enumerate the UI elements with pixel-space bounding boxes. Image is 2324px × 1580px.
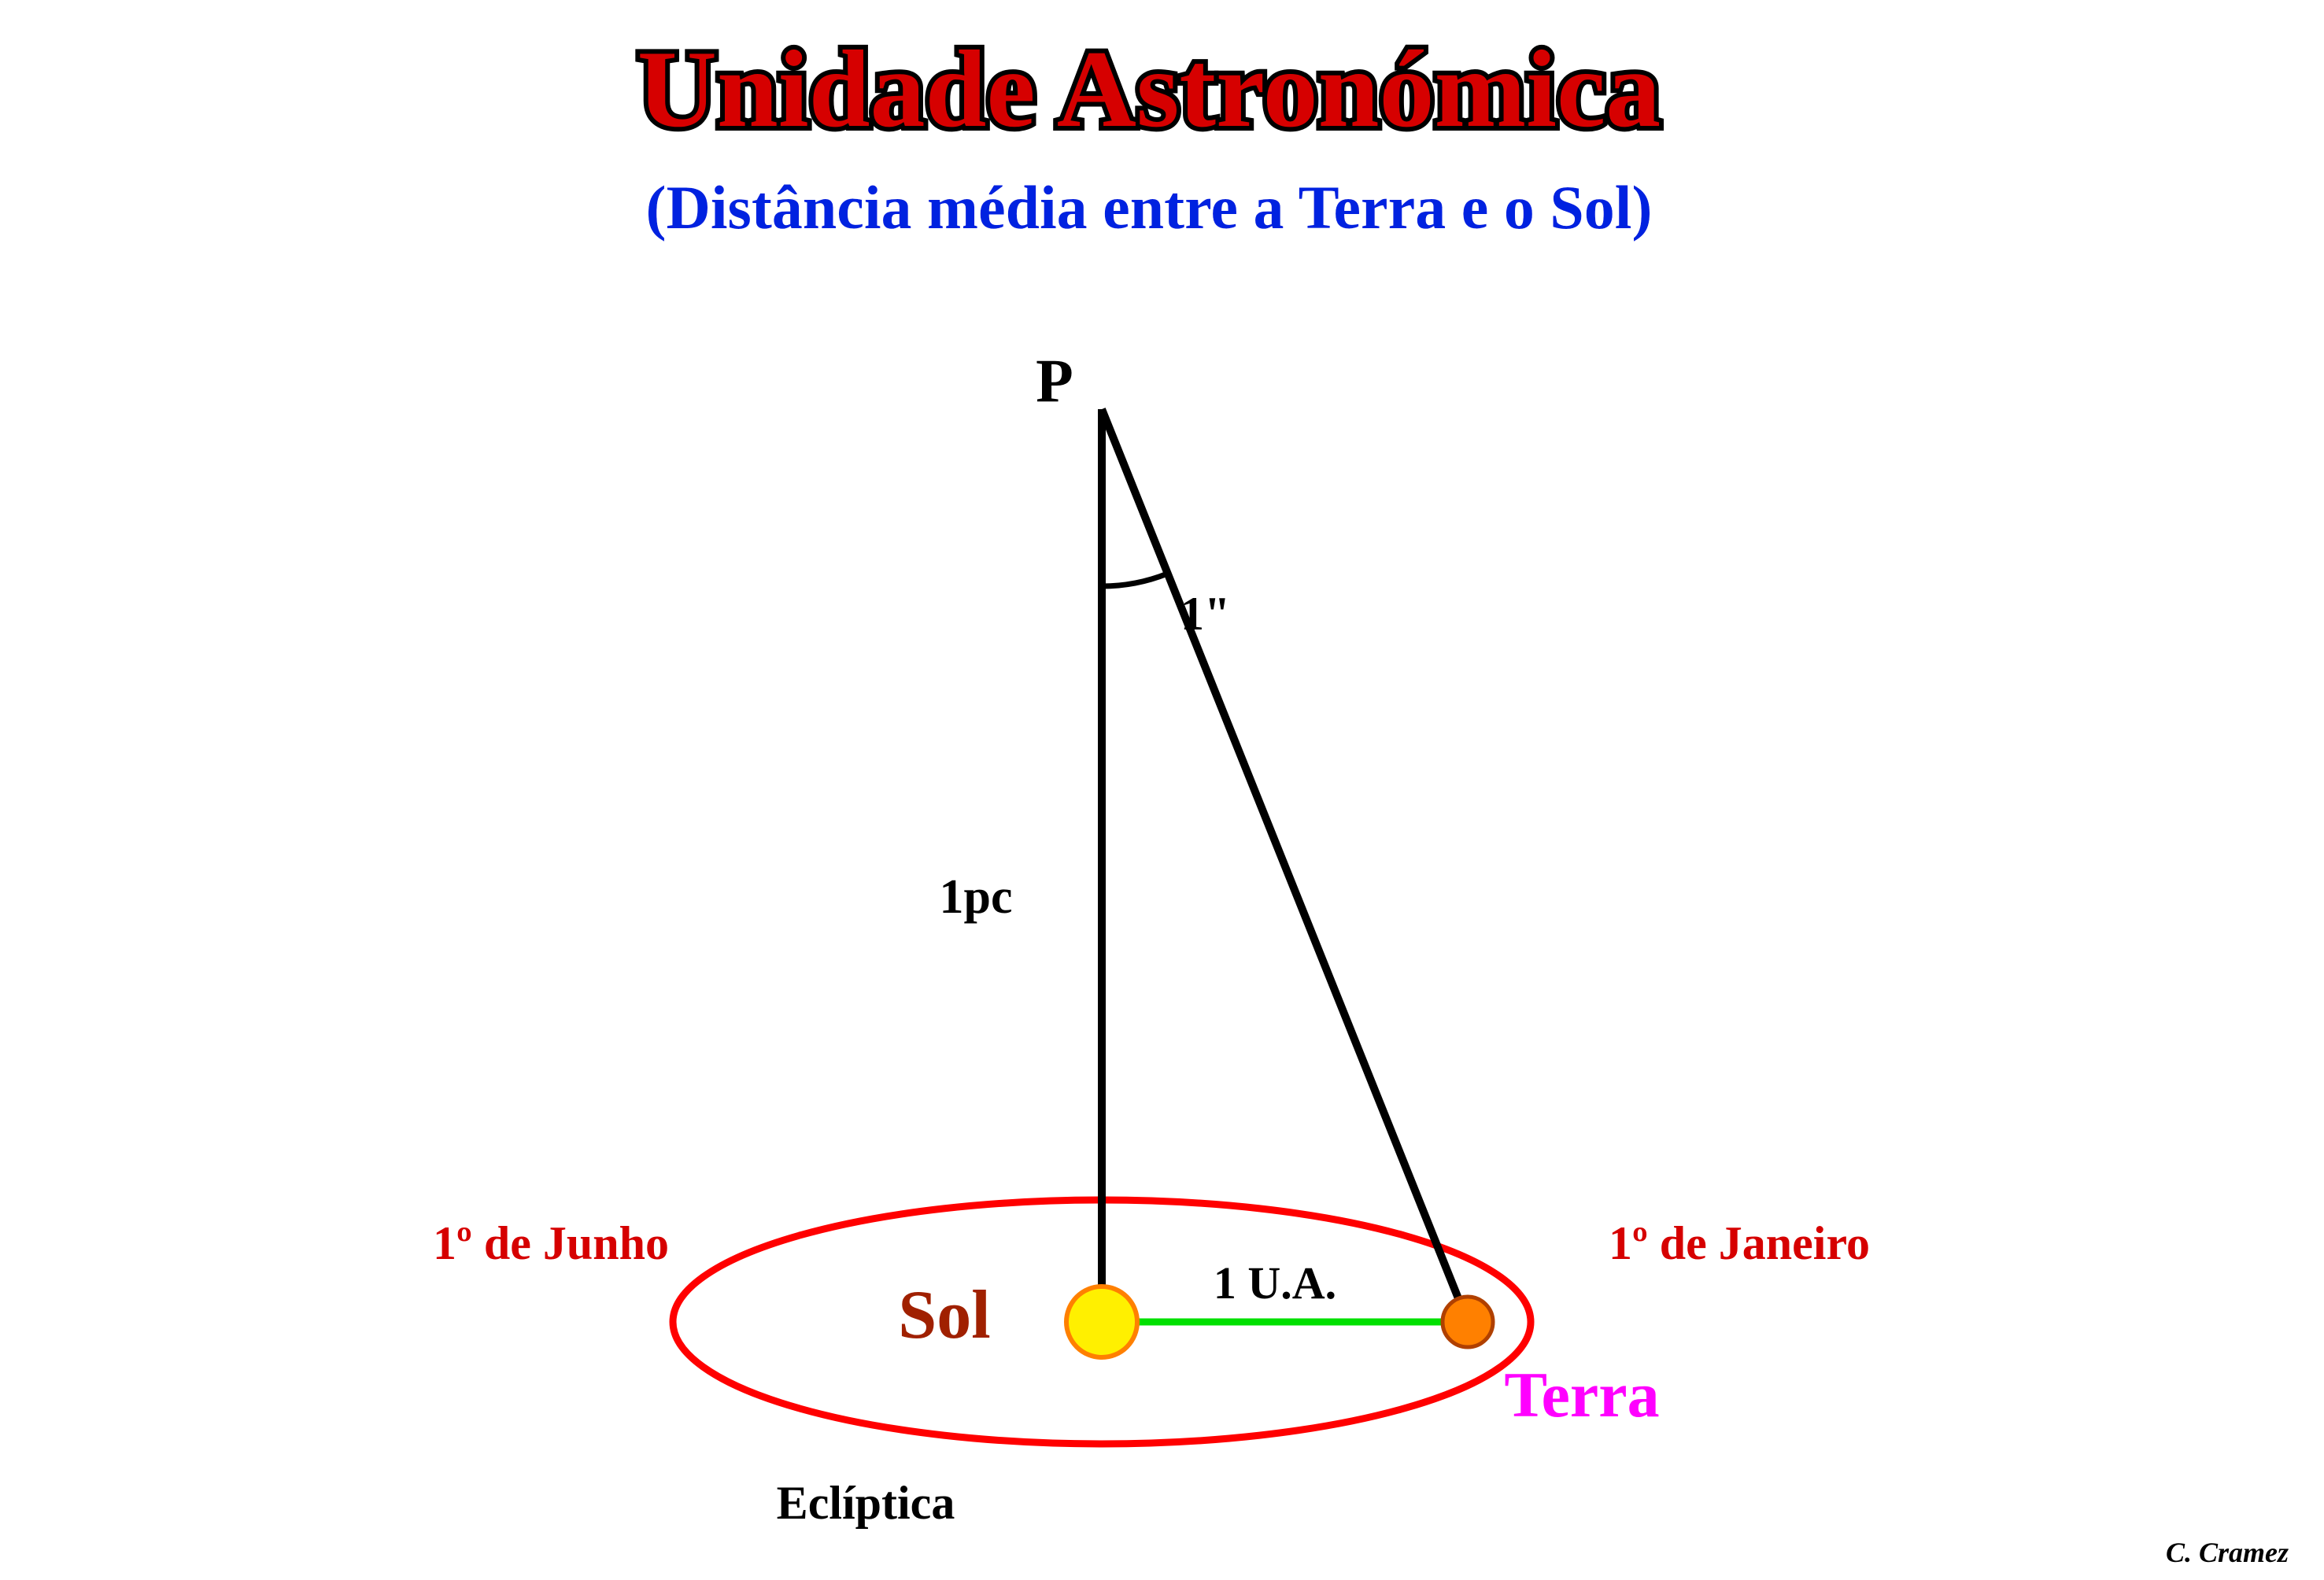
line-p-earth <box>1102 409 1468 1322</box>
earth-icon <box>1443 1297 1493 1347</box>
label-ecliptica: Eclíptica <box>777 1477 955 1529</box>
subtitle: (Distância média entre a Terra e o Sol) <box>646 173 1653 242</box>
label-credit: C. Cramez <box>2166 1537 2289 1568</box>
parallax-angle-arc <box>1102 574 1168 586</box>
label-P: P <box>1036 346 1073 415</box>
title: Unidade Astronómica <box>637 28 1661 150</box>
sun-icon <box>1066 1287 1137 1357</box>
label-one_ua: 1 U.A. <box>1214 1257 1336 1309</box>
label-junho: 1º de Junho <box>433 1217 669 1269</box>
label-janeiro: 1º de Janeiro <box>1609 1217 1870 1269</box>
label-sol: Sol <box>898 1277 990 1353</box>
label-one_pc: 1pc <box>940 870 1013 924</box>
label-one_sec: 1" <box>1180 588 1230 640</box>
label-terra: Terra <box>1504 1359 1659 1430</box>
